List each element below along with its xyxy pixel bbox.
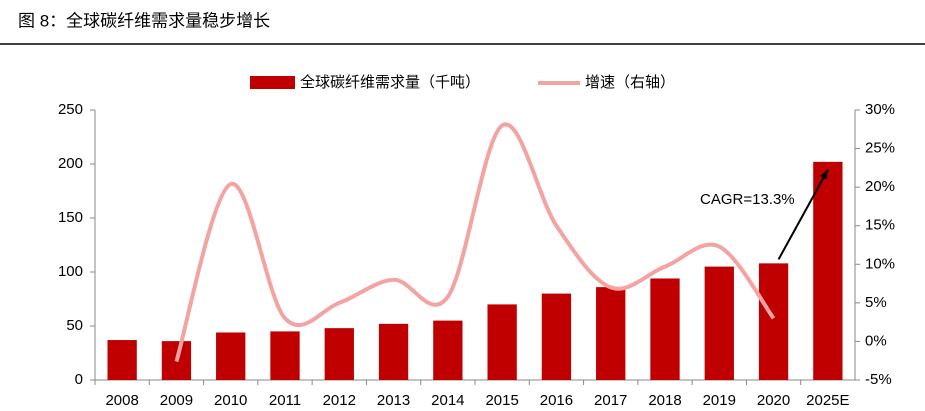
x-tick-label: 2010 (214, 392, 247, 409)
x-tick-label: 2009 (160, 392, 193, 409)
x-tick-label: 2017 (594, 392, 627, 409)
line (174, 122, 776, 363)
y2-tick-label: -5% (865, 371, 892, 388)
annotation: CAGR=13.3% (700, 191, 795, 208)
chart-title: 图 8：全球碳纤维需求量稳步增长 (18, 11, 270, 30)
legend-label: 增速（右轴） (585, 74, 675, 91)
annotation-arrow (777, 169, 829, 260)
bar (541, 293, 572, 380)
x-tick-label: 2019 (703, 392, 736, 409)
x-tick-label: 2016 (540, 392, 573, 409)
legend-label: 全球碳纤维需求量（千吨） (300, 73, 480, 91)
bar (758, 263, 789, 380)
bar (704, 266, 734, 380)
bar (378, 323, 409, 380)
bar (216, 332, 246, 380)
y-tick-label: 0 (75, 371, 83, 388)
legend-swatch (250, 76, 295, 89)
y-tick-label: 200 (58, 155, 83, 172)
x-tick-label: 2011 (269, 392, 301, 409)
y2-tick-label: 10% (865, 255, 895, 272)
y2-tick-label: 25% (865, 140, 895, 157)
x-tick-label: 2020 (757, 392, 790, 409)
arrow-head (820, 169, 828, 180)
bar (433, 320, 463, 380)
y-tick-label: 100 (58, 263, 83, 280)
bar (487, 304, 517, 380)
bar (107, 340, 137, 380)
bar (813, 161, 843, 380)
y2-tick-label: 15% (865, 217, 895, 234)
y2-tick-label: 5% (865, 294, 887, 311)
y2-tick-label: 30% (865, 101, 895, 118)
bar (270, 331, 300, 380)
bar (324, 328, 354, 380)
x-tick-label: 2014 (431, 392, 464, 409)
bar (650, 278, 680, 380)
y-tick-label: 50 (66, 317, 83, 334)
y-tick-label: 250 (58, 101, 83, 118)
x-tick-label: 2012 (323, 392, 356, 409)
x-tick-label: 2015 (485, 392, 518, 409)
y2-tick-label: 20% (865, 178, 895, 195)
x-tick-label: 2008 (105, 392, 138, 409)
y-tick-label: 150 (58, 209, 83, 226)
y2-tick-label: 0% (865, 332, 887, 349)
bar (596, 287, 626, 380)
x-tick-label: 2018 (648, 392, 681, 409)
x-tick-label: 2025E (806, 392, 849, 409)
x-tick-label: 2013 (377, 392, 410, 409)
